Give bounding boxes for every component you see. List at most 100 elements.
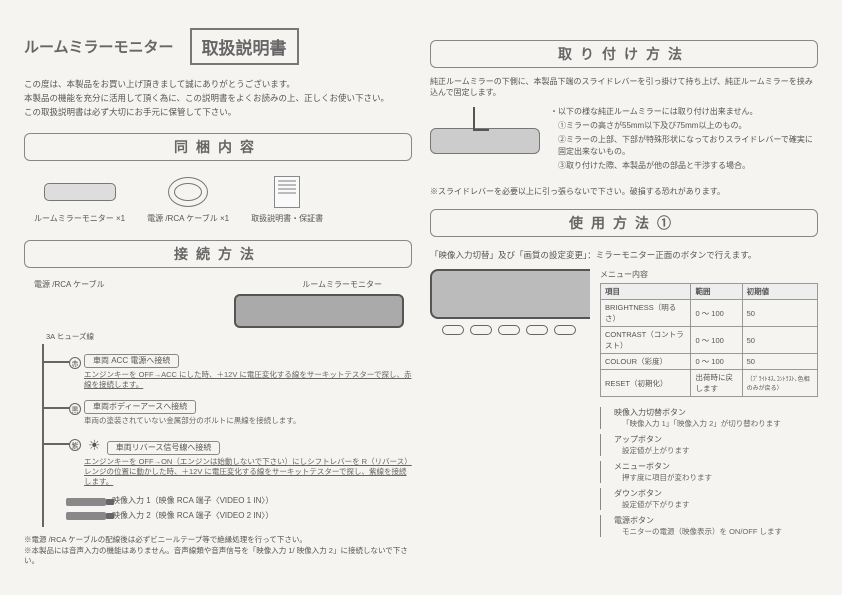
btn-desc: 「映像入力 1」「映像入力 2」が切り替わります (614, 418, 781, 429)
button-explain: ダウンボタン設定値が下がります (600, 488, 818, 510)
note-head: ・以下の様な純正ルームミラーには取り付け出来ません。 (550, 106, 818, 118)
wire-stub: 赤 (44, 361, 78, 363)
item-label: 電源 /RCA ケーブル ×1 (147, 213, 229, 224)
td: 50 (742, 300, 817, 327)
monitor-graphic (234, 294, 404, 328)
wire-desc: 車両の塗装されていない金属部分のボルトに黒線を接続します。 (84, 416, 412, 426)
item-label: ルームミラーモニター ×1 (34, 213, 125, 224)
connection-diagram: 電源 /RCA ケーブル ルームミラーモニター 3A ヒューズ線 赤 車両 AC… (24, 276, 412, 575)
install-graphic (430, 106, 540, 176)
rca-plug-icon (66, 498, 106, 506)
header: ルームミラーモニター 取扱説明書 (24, 28, 412, 65)
product-title: ルームミラーモニター (24, 36, 174, 57)
section-contents: 同梱内容 (24, 133, 412, 161)
monitor-label: ルームミラーモニター (302, 280, 382, 290)
wire-row-black: 黒 車両ボディーアースへ接続 車両の塗装されていない金属部分のボルトに黒線を接続… (44, 400, 412, 426)
wire-desc: エンジンキーを OFF→ACC にした時、＋12V に電圧変化する線をサーキット… (84, 370, 412, 390)
contents-row: ルームミラーモニター ×1 電源 /RCA ケーブル ×1 取扱説明書・保証書 (24, 169, 412, 228)
td: 0 ～ 100 (691, 327, 742, 354)
intro-line: この度は、本製品をお買い上げ頂きまして誠にありがとうございます。 (24, 79, 412, 91)
fuse-label: 3A ヒューズ線 (46, 332, 412, 342)
btn-desc: モニターの電源（映像表示）を ON/OFF します (614, 526, 782, 537)
footnotes: 電源 /RCA ケーブルの配線後は必ずビニールテープ等で絶縁処理を行って下さい。… (24, 535, 412, 567)
btn-name: ダウンボタン (614, 488, 690, 499)
usage-row: メニュー内容 項目範囲初期値 BRIGHTNESS（明るさ）0 ～ 10050 … (430, 269, 818, 542)
left-column: ルームミラーモニター 取扱説明書 この度は、本製品をお買い上げ頂きまして誠にあり… (24, 28, 412, 575)
button-row (430, 325, 590, 335)
note-line: ①ミラーの高さが55mm以下及び75mm以上のもの。 (550, 120, 818, 132)
menu-table: 項目範囲初期値 BRIGHTNESS（明るさ）0 ～ 10050 CONTRAS… (600, 283, 818, 397)
menu-title: メニュー内容 (600, 269, 818, 280)
section-connection: 接続方法 (24, 240, 412, 268)
contents-item: ルームミラーモニター ×1 (34, 175, 125, 224)
note-line: ②ミラーの上部、下部が特殊形状になっておりスライドレバーで確実に固定出来ないもの… (550, 134, 818, 158)
install-notes: ・以下の様な純正ルームミラーには取り付け出来ません。 ①ミラーの高さが55mm以… (550, 106, 818, 176)
wire-stub: 紫 (44, 443, 78, 445)
rca-plug-icon (66, 512, 106, 520)
intro-text: この度は、本製品をお買い上げ頂きまして誠にありがとうございます。 本製品の機能を… (24, 79, 412, 121)
monitor-half-icon (430, 269, 590, 319)
mini-button-icon (554, 325, 576, 335)
btn-desc: 設定値が上がります (614, 445, 690, 456)
wire-row-purple: 紫 ☀ 車両リバース信号線へ接続 エンジンキーを OFF→ON（エンジンは始動し… (44, 436, 412, 487)
td: COLOUR（彩度） (601, 354, 691, 370)
usage-graphic (430, 269, 590, 542)
td: RESET（初期化） (601, 370, 691, 397)
cable-label: 電源 /RCA ケーブル (34, 280, 105, 290)
button-explain: メニューボタン押す度に項目が変わります (600, 461, 818, 483)
connect-target: 車両リバース信号線へ接続 (107, 441, 221, 455)
mirror-icon (44, 183, 116, 201)
td: 50 (742, 327, 817, 354)
wire-desc: エンジンキーを OFF→ON（エンジンは始動しないで下さい）にしシフトレバーを … (84, 457, 412, 486)
th: 初期値 (742, 284, 817, 300)
td: BRIGHTNESS（明るさ） (601, 300, 691, 327)
usage-info: メニュー内容 項目範囲初期値 BRIGHTNESS（明るさ）0 ～ 10050 … (600, 269, 818, 542)
td: 0 ～ 100 (691, 300, 742, 327)
button-explain: アップボタン設定値が上がります (600, 434, 818, 456)
wire-tag: 黒 (70, 406, 80, 415)
wire-block: 赤 車両 ACC 電源へ接続 エンジンキーを OFF→ACC にした時、＋12V… (42, 344, 412, 527)
footnote-line: 本製品には音声入力の機能はありません。音声線類や音声信号を「映像入力 1/ 映像… (24, 546, 412, 567)
mini-button-icon (442, 325, 464, 335)
document-icon (274, 176, 300, 208)
contents-item: 電源 /RCA ケーブル ×1 (147, 175, 229, 224)
lamp-icon: ☀ (88, 437, 101, 453)
td: 出荷時に戻します (691, 370, 742, 397)
wire-tag: 紫 (70, 442, 80, 451)
cable-icon (168, 177, 208, 207)
usage-lead: 「映像入力切替」及び「画質の設定変更」：ミラーモニター正面のボタンで行えます。 (430, 249, 818, 261)
wire-tag: 赤 (70, 360, 80, 369)
intro-line: 本製品の機能を充分に活用して頂く為に、この説明書をよくお読みの上、正しくお使い下… (24, 93, 412, 105)
btn-name: 電源ボタン (614, 515, 782, 526)
intro-line: この取扱説明書は必ず大切にお手元に保管して下さい。 (24, 107, 412, 119)
install-warning: スライドレバーを必要以上に引っ張らないで下さい。破損する恐れがあります。 (430, 186, 818, 197)
connect-target: 車両ボディーアースへ接続 (84, 400, 196, 414)
mini-button-icon (470, 325, 492, 335)
video-in-1: 映像入力 1（映像 RCA 端子〈VIDEO 1 IN〉） (66, 496, 412, 506)
th: 項目 (601, 284, 691, 300)
td: 0 ～ 100 (691, 354, 742, 370)
install-row: ・以下の様な純正ルームミラーには取り付け出来ません。 ①ミラーの高さが55mm以… (430, 106, 818, 176)
td: （ﾌﾞﾗｲﾄﾈｽ､ｺﾝﾄﾗｽﾄ､色相のみが戻る） (742, 370, 817, 397)
btn-name: メニューボタン (614, 461, 712, 472)
section-install: 取り付け方法 (430, 40, 818, 68)
btn-desc: 設定値が下がります (614, 499, 690, 510)
mini-button-icon (526, 325, 548, 335)
button-explain: 電源ボタンモニターの電源（映像表示）を ON/OFF します (600, 515, 818, 537)
section-usage: 使用方法① (430, 209, 818, 237)
video-label: 映像入力 2（映像 RCA 端子〈VIDEO 2 IN〉） (112, 511, 273, 521)
item-label: 取扱説明書・保証書 (251, 213, 323, 224)
install-mirror-icon (430, 128, 540, 154)
btn-desc: 押す度に項目が変わります (614, 472, 712, 483)
wire-row-red: 赤 車両 ACC 電源へ接続 エンジンキーを OFF→ACC にした時、＋12V… (44, 354, 412, 390)
td: CONTRAST（コントラスト） (601, 327, 691, 354)
install-lead: 純正ルームミラーの下側に、本製品下端のスライドレバーを引っ掛けて持ち上げ、純正ル… (430, 76, 818, 98)
wire-stub: 黒 (44, 407, 78, 409)
note-line: ③取り付けた際、本製品が他の部品と干渉する場合。 (550, 160, 818, 172)
connect-target: 車両 ACC 電源へ接続 (84, 354, 179, 368)
btn-name: 映像入力切替ボタン (614, 407, 781, 418)
contents-item: 取扱説明書・保証書 (251, 175, 323, 224)
btn-name: アップボタン (614, 434, 690, 445)
footnote-line: 電源 /RCA ケーブルの配線後は必ずビニールテープ等で絶縁処理を行って下さい。 (24, 535, 412, 546)
td: 50 (742, 354, 817, 370)
